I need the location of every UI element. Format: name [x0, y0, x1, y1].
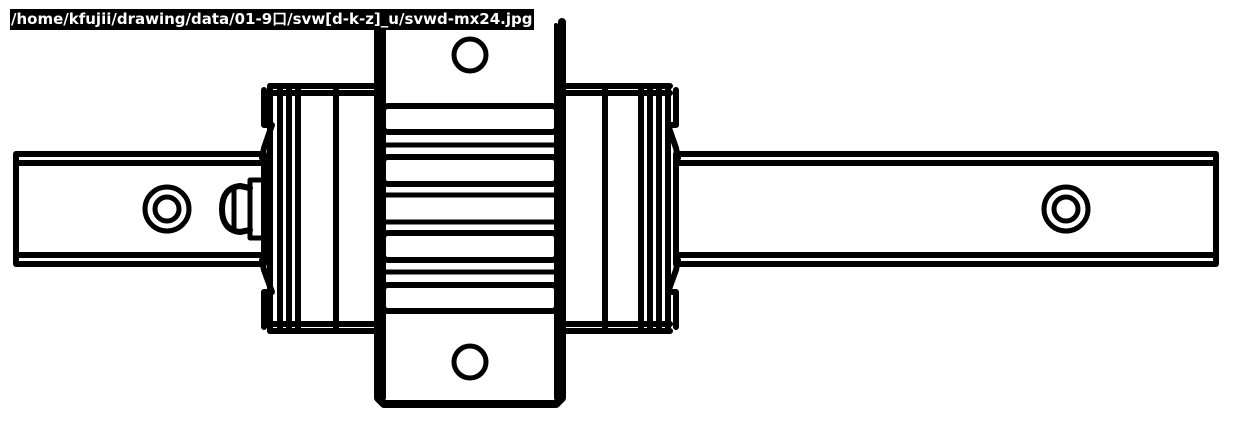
end-seal-left: [259, 87, 275, 330]
roller-slots: [380, 103, 560, 314]
grease-nipple: [219, 177, 270, 241]
carriage-body-left: [267, 83, 381, 334]
rail-bolt-hole-left: [142, 184, 192, 234]
clamp-bolt-hole-top: [451, 36, 489, 74]
rail-left: [13, 151, 267, 267]
end-seal-right: [665, 87, 681, 330]
carriage-body-right: [559, 83, 673, 334]
rail-right: [673, 151, 1219, 267]
file-path-label: /home/kfujii/drawing/data/01-9口/svw[d-k-…: [10, 9, 535, 30]
rail-bolt-hole-right: [1041, 184, 1091, 234]
center-clamp-block: [374, 18, 566, 408]
clamp-bolt-hole-bottom: [451, 343, 489, 381]
